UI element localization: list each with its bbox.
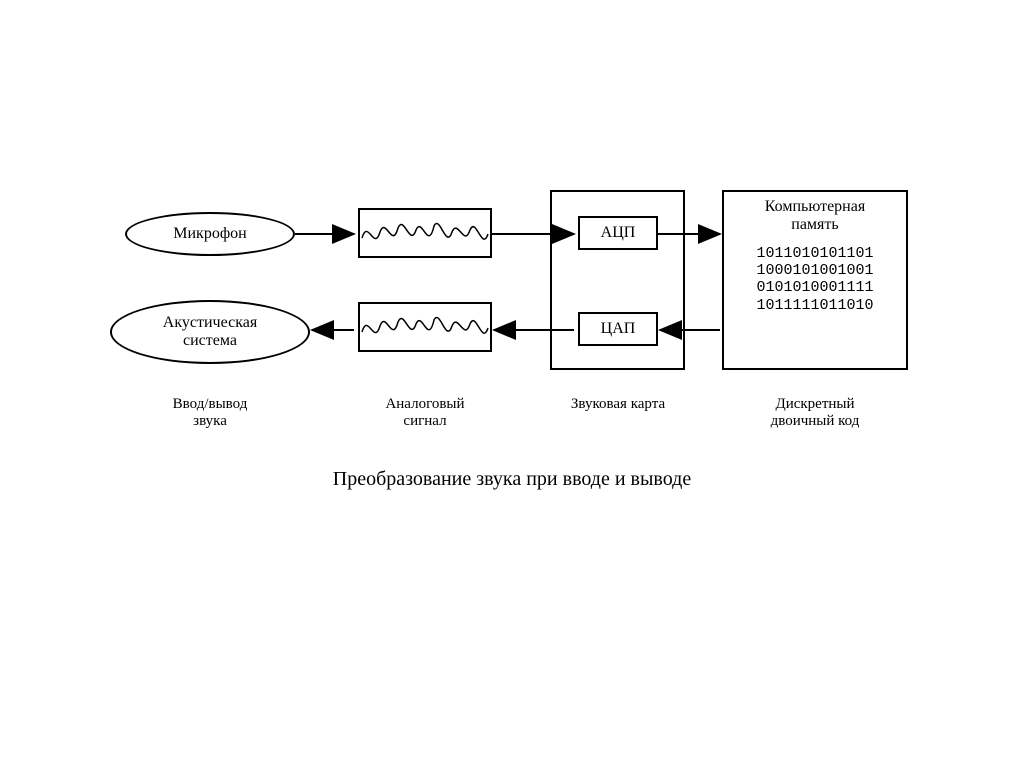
node-dac: ЦАП <box>578 312 658 346</box>
wave-path-bottom <box>362 317 488 333</box>
column-label-analog: Аналоговый сигнал <box>350 396 500 430</box>
waveform-icon <box>358 302 492 352</box>
node-adc-label: АЦП <box>601 224 636 242</box>
memory-binary-line: 1000101001001 <box>756 262 873 279</box>
wave-path-top <box>362 223 488 239</box>
node-speaker-label: Акустическая система <box>163 314 257 351</box>
diagram-caption: Преобразование звука при вводе и выводе <box>0 468 1024 491</box>
column-label-code: Дискретный двоичный код <box>730 396 900 430</box>
diagram-canvas: Микрофон Акустическая система АЦП ЦАП Ко… <box>0 0 1024 767</box>
node-dac-label: ЦАП <box>601 320 636 338</box>
column-label-io: Ввод/вывод звука <box>130 396 290 430</box>
arrows-layer <box>0 0 1024 767</box>
column-label-card: Звуковая карта <box>538 396 698 413</box>
node-microphone: Микрофон <box>125 212 295 256</box>
memory-binary-line: 1011010101101 <box>756 245 873 262</box>
node-adc: АЦП <box>578 216 658 250</box>
memory-binary-line: 0101010001111 <box>756 279 873 296</box>
memory-title: Компьютерная память <box>765 198 865 235</box>
node-microphone-label: Микрофон <box>173 225 247 243</box>
node-speaker: Акустическая система <box>110 300 310 364</box>
node-analog-wave-top <box>358 208 492 258</box>
node-memory: Компьютерная память 1011010101101 100010… <box>722 190 908 370</box>
waveform-icon <box>358 208 492 258</box>
memory-binary-line: 1011111011010 <box>756 297 873 314</box>
node-analog-wave-bottom <box>358 302 492 352</box>
